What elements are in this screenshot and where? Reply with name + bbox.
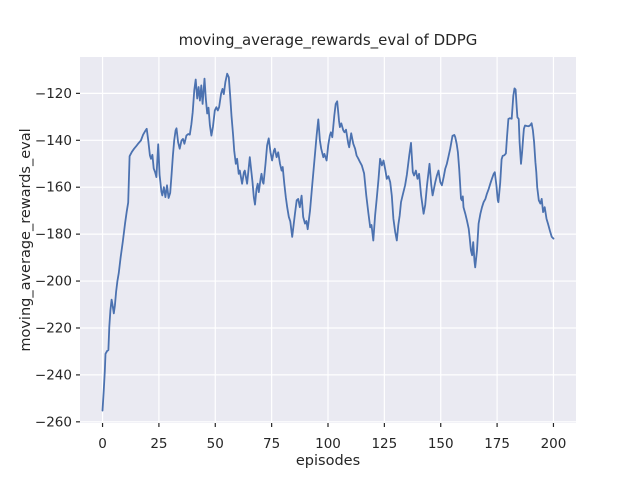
x-tick-label: 150	[428, 436, 454, 452]
y-tick-label: −160	[35, 180, 72, 196]
x-tick-label: 50	[207, 436, 224, 452]
y-tick-label: −140	[35, 133, 72, 149]
x-tick-label: 175	[484, 436, 510, 452]
x-tick-label: 125	[371, 436, 397, 452]
y-tick-label: −260	[35, 414, 72, 430]
x-tick-label: 100	[315, 436, 341, 452]
reward-curve	[101, 72, 555, 412]
y-tick-label: −180	[35, 227, 72, 243]
chart-title: moving_average_rewards_eval of DDPG	[178, 31, 478, 49]
x-tick-label: 75	[263, 436, 280, 452]
y-tick-label: −120	[35, 86, 72, 102]
y-tick-label: −240	[35, 367, 72, 383]
y-tick-label: −200	[35, 274, 72, 290]
x-tick-label: 0	[98, 436, 107, 452]
y-tick-label: −220	[35, 320, 72, 336]
x-axis-label: episodes	[295, 453, 361, 469]
x-tick-label: 25	[150, 436, 167, 452]
y-axis-label: moving_average_rewards_eval	[18, 128, 34, 352]
x-tick-label: 200	[541, 436, 567, 452]
